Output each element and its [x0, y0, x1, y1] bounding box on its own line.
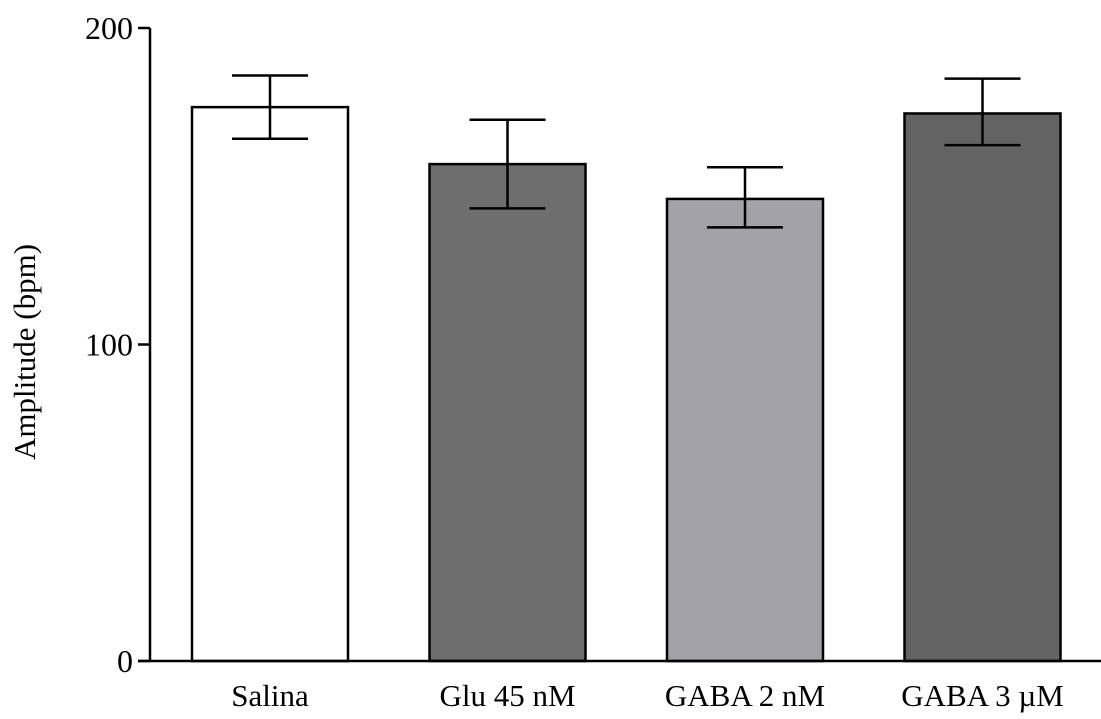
y-axis-label: Amplitude (bpm)	[7, 244, 42, 460]
y-tick-label: 200	[85, 10, 133, 46]
bar	[428, 162, 587, 663]
bar	[665, 197, 825, 663]
x-category-label: GABA 2 nM	[665, 678, 825, 713]
x-category-label: Glu 45 nM	[439, 678, 575, 713]
x-categories-layer: Salina Glu 45 nM GABA 2 nM GABA 3 µM	[231, 678, 1064, 713]
bars-layer	[190, 105, 1062, 663]
x-category-label: GABA 3 µM	[901, 678, 1064, 713]
bar	[190, 105, 350, 663]
y-tick-label: 0	[117, 643, 133, 679]
error-bars-layer	[232, 74, 1021, 229]
x-category-label: Salina	[231, 678, 309, 713]
bar	[903, 112, 1062, 663]
y-tick-label: 100	[85, 327, 133, 363]
y-ticks-layer: 0 100 200	[85, 10, 150, 679]
